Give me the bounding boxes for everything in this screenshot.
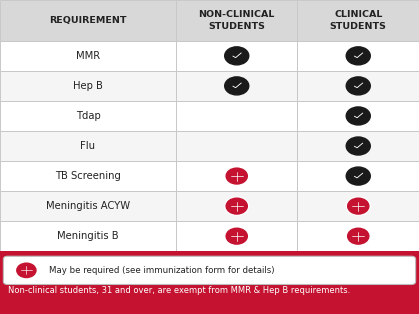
Circle shape (225, 227, 249, 245)
Bar (297, 131, 419, 161)
Circle shape (346, 47, 370, 65)
Bar (297, 41, 419, 71)
Bar (0, 101, 176, 131)
Text: Hep B: Hep B (73, 81, 103, 91)
Bar (176, 191, 297, 221)
Text: Meningitis ACYW: Meningitis ACYW (46, 201, 130, 211)
Text: May be required (see immunization form for details): May be required (see immunization form f… (49, 266, 275, 275)
Bar (297, 0, 419, 41)
Circle shape (225, 47, 249, 65)
Circle shape (225, 167, 249, 185)
Circle shape (348, 228, 369, 244)
Circle shape (346, 137, 370, 155)
Bar (0, 221, 176, 251)
Text: REQUIREMENT: REQUIREMENT (49, 16, 127, 25)
Circle shape (226, 168, 247, 184)
Bar (176, 41, 297, 71)
Text: Flu: Flu (80, 141, 96, 151)
Text: Non-clinical students, 31 and over, are exempt from MMR & Hep B requirements.: Non-clinical students, 31 and over, are … (8, 286, 350, 295)
Bar (0, 0, 176, 41)
Bar (0, 41, 176, 71)
Text: Tdap: Tdap (75, 111, 101, 121)
Bar (297, 221, 419, 251)
Text: TB Screening: TB Screening (55, 171, 121, 181)
Circle shape (16, 262, 37, 279)
Circle shape (225, 197, 249, 215)
Bar (176, 131, 297, 161)
Bar (0, 131, 176, 161)
Circle shape (346, 167, 370, 185)
Circle shape (226, 198, 247, 214)
Circle shape (346, 77, 370, 95)
Circle shape (226, 228, 247, 244)
Bar (176, 101, 297, 131)
Bar (297, 101, 419, 131)
Bar (176, 0, 297, 41)
Bar (297, 71, 419, 101)
Circle shape (225, 77, 249, 95)
Bar (297, 161, 419, 191)
Circle shape (17, 263, 36, 278)
Bar (176, 161, 297, 191)
Circle shape (346, 197, 370, 215)
Bar (176, 221, 297, 251)
Bar (0, 71, 176, 101)
Circle shape (348, 198, 369, 214)
Text: MMR: MMR (76, 51, 100, 61)
Circle shape (346, 227, 370, 245)
Bar (0, 161, 176, 191)
Circle shape (346, 107, 370, 125)
FancyBboxPatch shape (3, 256, 416, 284)
Bar (297, 191, 419, 221)
Bar (0, 251, 419, 314)
Text: NON-CLINICAL
STUDENTS: NON-CLINICAL STUDENTS (199, 10, 275, 31)
Bar (176, 71, 297, 101)
Text: CLINICAL
STUDENTS: CLINICAL STUDENTS (330, 10, 387, 31)
Text: Meningitis B: Meningitis B (57, 231, 119, 241)
Bar (0, 191, 176, 221)
